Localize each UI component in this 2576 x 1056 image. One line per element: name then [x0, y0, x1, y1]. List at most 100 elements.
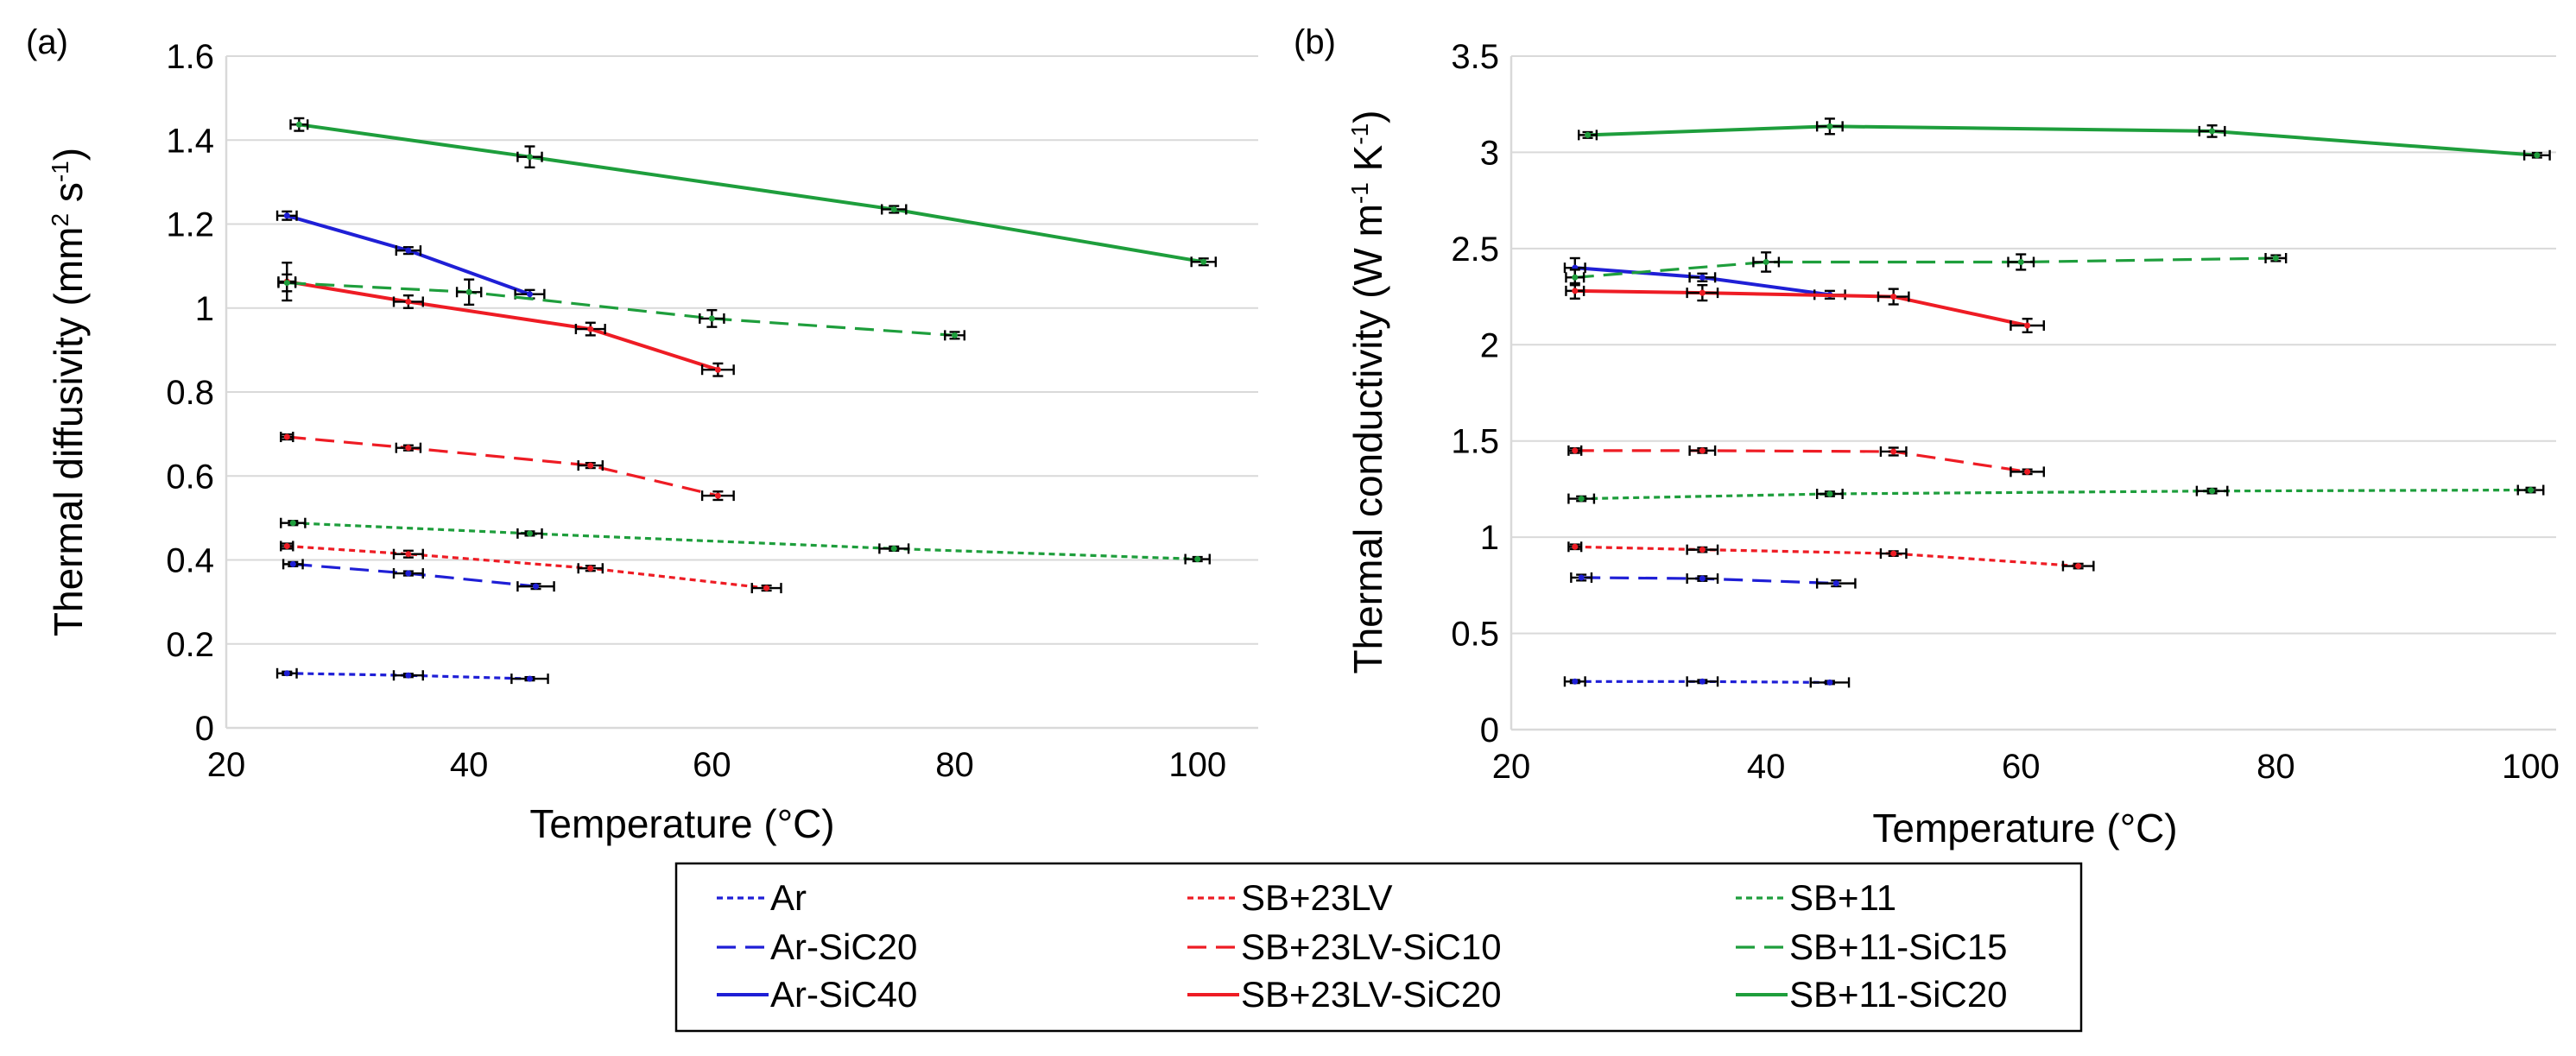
data-marker [1578, 574, 1585, 581]
data-marker [1826, 490, 1833, 497]
panel-b-point-sb-23lv-sic10 [1567, 445, 1583, 456]
data-marker [1572, 274, 1579, 281]
legend-item-ar-sic40: Ar-SiC40 [717, 974, 917, 1015]
panel-b-line-sb-23lv-sic10 [1574, 449, 2028, 473]
panel-b-point-ar-sic20 [1815, 578, 1857, 589]
panel-a-series [275, 117, 1217, 685]
legend-item-sb-11-sic15: SB+11-SiC15 [1736, 926, 2008, 967]
panel-b-y-tick-label: 0 [1480, 711, 1499, 749]
panel-a-point-sb-23lv-sic20 [392, 294, 424, 309]
data-marker [289, 520, 296, 527]
panel-a-point-ar-sic40 [514, 288, 546, 300]
panel-a-point-sb-11-sic15 [277, 273, 297, 293]
panel-a-line-ar [287, 672, 530, 680]
panel-b-series-sb-11-sic15 [1565, 251, 2288, 287]
panel-a-x-axis-title: Temperature (°C) [529, 801, 834, 846]
data-marker [1699, 678, 1706, 685]
panel-a-y-tick-label: 1.2 [166, 206, 214, 244]
panel-a-line-sb-23lv-sic20 [286, 280, 719, 372]
data-marker [1826, 679, 1833, 686]
panel-b-point-sb-23lv-sic20 [1686, 284, 1719, 302]
panel-a-point-sb-11 [280, 517, 307, 528]
panel-b-y-tick-label: 1.5 [1451, 423, 1499, 461]
panel-b-x-tick-label: 40 [1747, 748, 1786, 786]
legend-label: Ar [770, 877, 807, 918]
panel-a-point-sb-23lv [280, 541, 294, 552]
panel-a-x-tick-label: 80 [935, 746, 974, 784]
data-marker [2209, 488, 2216, 495]
data-marker [526, 154, 533, 161]
panel-b-label: (b) [1294, 23, 1336, 61]
panel-a-point-sb-11-sic15 [455, 278, 483, 307]
panel-b-point-sb-11 [1815, 489, 1844, 499]
data-marker [533, 583, 539, 590]
panel-b-point-sb-11-sic20 [1815, 117, 1844, 136]
legend-label: SB+23LV-SiC20 [1241, 974, 1502, 1015]
panel-a-y-tick-label: 0.8 [166, 374, 214, 412]
panel-b-point-sb-11-sic15 [1565, 269, 1585, 287]
panel-b-series-sb-23lv [1567, 541, 2095, 572]
legend-item-sb-11: SB+11 [1736, 877, 1896, 918]
data-marker [283, 542, 290, 549]
data-marker [1699, 575, 1706, 582]
panel-b-gridlines [1511, 55, 2556, 635]
panel-a-line-sb-11 [293, 522, 1198, 561]
panel-b-point-sb-23lv [1686, 544, 1719, 555]
panel-a-point-sb-23lv-sic10 [700, 490, 735, 502]
panel-b-point-ar [1686, 676, 1719, 687]
panel-a-y-tick-label: 0 [195, 710, 214, 748]
panel-a-y-tick-label: 0.4 [166, 542, 214, 580]
panel-a-y-tick-label: 0.6 [166, 458, 214, 496]
panel-a-point-sb-23lv [577, 563, 604, 574]
panel-b-y-tick-label: 3 [1480, 134, 1499, 172]
panel-b-line-sb-11 [1581, 488, 2531, 501]
legend-item-sb-23lv: SB+23LV [1187, 877, 1393, 918]
panel-a-point-sb-11-sic20 [289, 117, 309, 132]
legend-label: SB+11-SiC20 [1789, 974, 2008, 1015]
panel-b-point-sb-23lv-sic10 [1879, 446, 1908, 457]
panel-b-series [1563, 117, 2551, 688]
panel-a-point-sb-11-sic15 [699, 308, 725, 328]
panel-b-x-axis-title: Temperature (°C) [1872, 806, 2177, 850]
legend-label: SB+11 [1789, 877, 1896, 918]
data-marker [1699, 274, 1706, 281]
panel-a-x-tick-label: 60 [693, 746, 731, 784]
panel-b-axes [1510, 56, 2556, 731]
panel-a-point-sb-23lv-sic10 [395, 442, 422, 453]
panel-b-point-ar-sic20 [1570, 572, 1593, 583]
data-marker [283, 433, 290, 440]
panel-b-series-sb-23lv-sic20 [1565, 281, 2046, 333]
data-marker [405, 247, 412, 254]
data-marker [2272, 255, 2279, 262]
data-marker [2534, 152, 2541, 159]
data-marker [405, 672, 412, 679]
data-marker [289, 560, 296, 567]
panel-a-y-tick-label: 1.4 [166, 122, 214, 160]
panel-b-point-sb-23lv-sic20 [1877, 288, 1910, 306]
panel-a-y-ticks: 0 0.2 0.4 0.6 0.8 1 1.2 1.4 1.6 [166, 38, 214, 748]
panel-a-point-sb-23lv [750, 583, 782, 594]
panel-a-axes [225, 56, 1258, 730]
panel-a-point-sb-23lv [392, 548, 424, 560]
panel-b-line-sb-23lv-sic20 [1574, 288, 2029, 327]
panel-b-y-ticks: 0 0.5 1 1.5 2 2.5 3 3.5 [1451, 38, 1499, 749]
panel-a-point-ar-sic20 [392, 568, 424, 579]
panel-b-point-sb-11-sic20 [2522, 149, 2551, 161]
data-marker [1890, 448, 1897, 455]
panel-b-point-sb-23lv [1567, 541, 1583, 553]
data-marker [283, 212, 290, 219]
panel-b-y-tick-label: 2.5 [1451, 231, 1499, 269]
panel-a-point-ar-sic20 [282, 559, 304, 570]
panel-a-point-sb-23lv-sic10 [280, 432, 294, 443]
panel-b-y-tick-label: 1 [1480, 519, 1499, 557]
data-marker [1826, 123, 1833, 130]
legend-item-ar-sic20: Ar-SiC20 [717, 926, 917, 967]
legend-label: SB+23LV [1241, 877, 1393, 918]
data-marker [1585, 131, 1592, 138]
panel-a-series-sb-23lv [280, 541, 782, 594]
panel-a-point-ar-sic20 [516, 581, 555, 592]
data-marker [2209, 128, 2216, 135]
legend: Ar Ar-SiC20 Ar-SiC40 SB+23LV SB+23LV-SiC10 SB… [674, 862, 2083, 1033]
panel-b-series-sb-11 [1567, 484, 2545, 504]
legend-item-ar: Ar [717, 877, 807, 918]
